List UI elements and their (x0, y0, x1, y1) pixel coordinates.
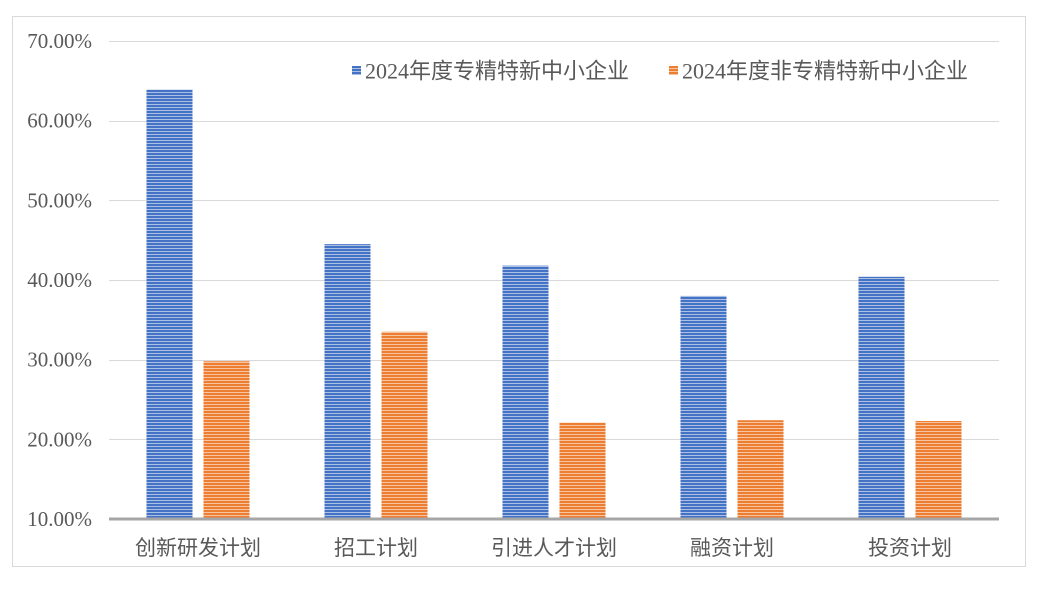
x-axis-labels: 创新研发计划 招工计划 引进人才计划 融资计划 投资计划 (135, 536, 952, 560)
x-tick-label: 投资计划 (868, 536, 952, 560)
legend-swatch (669, 66, 678, 75)
bar-series-1-category-4 (915, 421, 962, 519)
bar-series-0-category-4 (858, 276, 905, 519)
legend-label: 2024年度专精特新中小企业 (365, 59, 629, 84)
bar-series-0-category-0 (146, 89, 193, 519)
bar-series-1-category-2 (559, 422, 606, 519)
bar-series-0-category-3 (680, 295, 727, 519)
x-tick-label: 融资计划 (690, 536, 774, 560)
legend: 2024年度专精特新中小企业 2024年度非专精特新中小企业 (352, 59, 968, 84)
legend-item: 2024年度非专精特新中小企业 (669, 59, 968, 84)
y-tick-label: 60.00% (27, 109, 92, 133)
legend-item: 2024年度专精特新中小企业 (352, 59, 629, 84)
y-tick-label: 10.00% (27, 507, 92, 531)
bar-series-1-category-3 (737, 420, 784, 519)
y-tick-label: 40.00% (27, 268, 92, 292)
bar-series-0-category-2 (502, 265, 549, 519)
x-tick-label: 创新研发计划 (135, 536, 261, 560)
y-tick-label: 50.00% (27, 188, 92, 212)
bar-series-0-category-1 (324, 244, 371, 519)
y-axis-ticks: 10.00% 20.00% 30.00% 40.00% 50.00% 60.00% 70.0… (27, 29, 92, 531)
gridlines (109, 41, 999, 440)
bars (146, 89, 962, 519)
x-tick-label: 引进人才计划 (491, 536, 617, 560)
y-tick-label: 30.00% (27, 348, 92, 372)
bar-series-1-category-0 (203, 361, 250, 519)
x-tick-label: 招工计划 (334, 536, 418, 560)
legend-label: 2024年度非专精特新中小企业 (682, 59, 968, 84)
bar-series-1-category-1 (381, 331, 428, 519)
y-tick-label: 20.00% (27, 427, 92, 451)
legend-swatch (352, 66, 361, 75)
y-tick-label: 70.00% (27, 29, 92, 53)
